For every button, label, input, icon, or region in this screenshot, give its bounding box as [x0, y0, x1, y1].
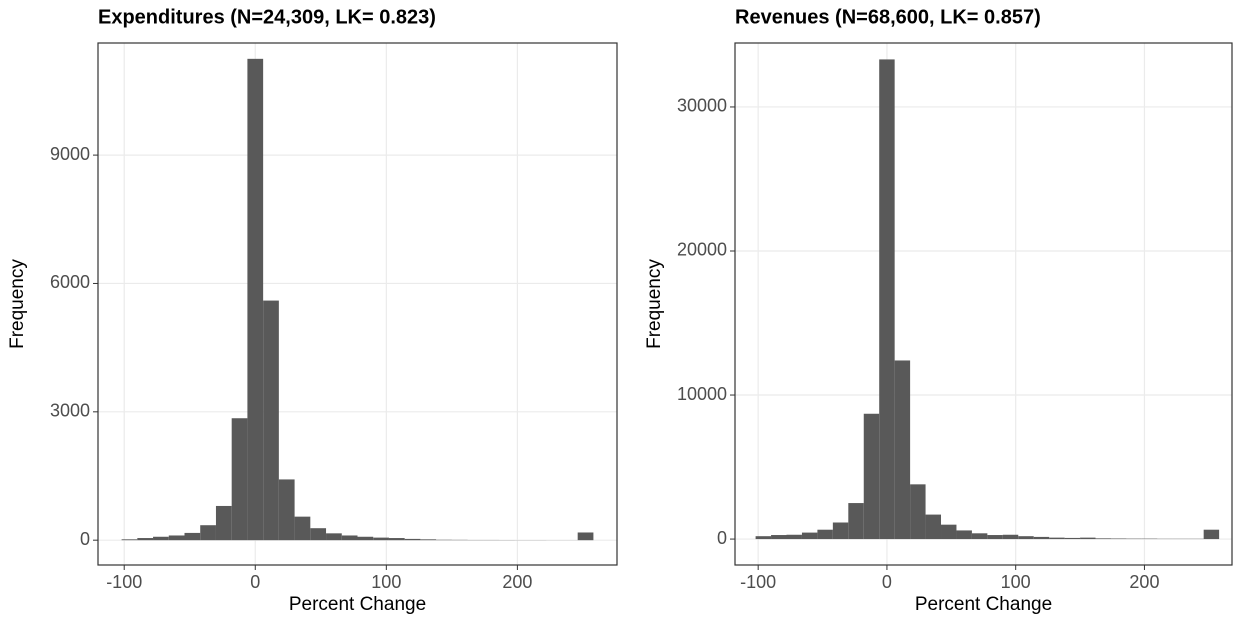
bar — [879, 59, 895, 540]
bar — [925, 514, 942, 540]
bar — [1018, 536, 1034, 540]
bar — [404, 538, 421, 541]
bar — [1049, 537, 1065, 540]
y-tick-label: 0 — [80, 529, 90, 549]
bar — [848, 503, 864, 540]
bar — [420, 539, 437, 541]
bar — [278, 479, 295, 541]
x-axis-label: Percent Change — [289, 594, 426, 615]
plot-background — [98, 43, 617, 565]
chart-title: Revenues (N=68,600, LK= 0.857) — [735, 6, 1041, 28]
bar — [755, 536, 772, 540]
bar — [294, 516, 311, 541]
x-tick-label: 0 — [882, 572, 892, 592]
bar — [1203, 529, 1220, 540]
bar — [956, 530, 972, 540]
bar — [247, 58, 264, 541]
y-tick-label: 9000 — [50, 144, 90, 164]
bar — [863, 413, 880, 540]
bar — [801, 532, 818, 540]
y-tick-label: 6000 — [50, 272, 90, 292]
bar — [1064, 537, 1081, 540]
y-tick-label: 30000 — [677, 96, 727, 116]
bar — [215, 505, 232, 541]
x-tick-label: 100 — [371, 572, 401, 592]
x-axis-label: Percent Change — [915, 594, 1052, 615]
x-tick-label: -100 — [740, 572, 776, 592]
bar — [894, 360, 911, 540]
bar — [310, 528, 327, 541]
bar — [200, 525, 216, 541]
bar — [168, 535, 185, 541]
y-axis-label: Frequency — [644, 259, 665, 349]
bar — [817, 529, 833, 540]
bar — [910, 484, 926, 540]
bar — [577, 532, 594, 541]
x-tick-label: -100 — [106, 572, 142, 592]
bar — [971, 533, 988, 540]
bar — [373, 537, 389, 541]
x-tick-label: 200 — [1129, 572, 1159, 592]
bar — [987, 535, 1003, 540]
x-tick-label: 0 — [250, 572, 260, 592]
bar — [771, 535, 787, 540]
x-tick-label: 100 — [1001, 572, 1031, 592]
bar — [184, 532, 201, 541]
bar — [832, 522, 849, 540]
y-tick-label: 20000 — [677, 240, 727, 260]
bar — [1095, 538, 1111, 540]
x-tick-label: 200 — [502, 572, 532, 592]
y-tick-label: 0 — [717, 528, 727, 548]
plot-background — [735, 43, 1232, 565]
bar — [153, 536, 169, 541]
chart-title: Expenditures (N=24,309, LK= 0.823) — [98, 6, 436, 28]
y-axis-label: Frequency — [7, 259, 28, 349]
bar — [263, 300, 279, 541]
bar — [1002, 534, 1019, 540]
bar — [137, 538, 154, 541]
bar — [786, 534, 802, 540]
bar — [941, 524, 957, 540]
plot-border — [97, 42, 618, 566]
y-tick-label: 3000 — [50, 401, 90, 421]
plot-border — [734, 42, 1233, 566]
bar — [357, 536, 374, 541]
bar — [121, 539, 138, 541]
bar — [326, 533, 342, 541]
bar — [231, 418, 248, 541]
y-tick-label: 10000 — [677, 384, 727, 404]
bar — [341, 535, 358, 541]
bar — [1080, 537, 1096, 540]
bar — [1110, 538, 1127, 540]
bar — [388, 538, 405, 541]
bar — [1033, 536, 1050, 540]
